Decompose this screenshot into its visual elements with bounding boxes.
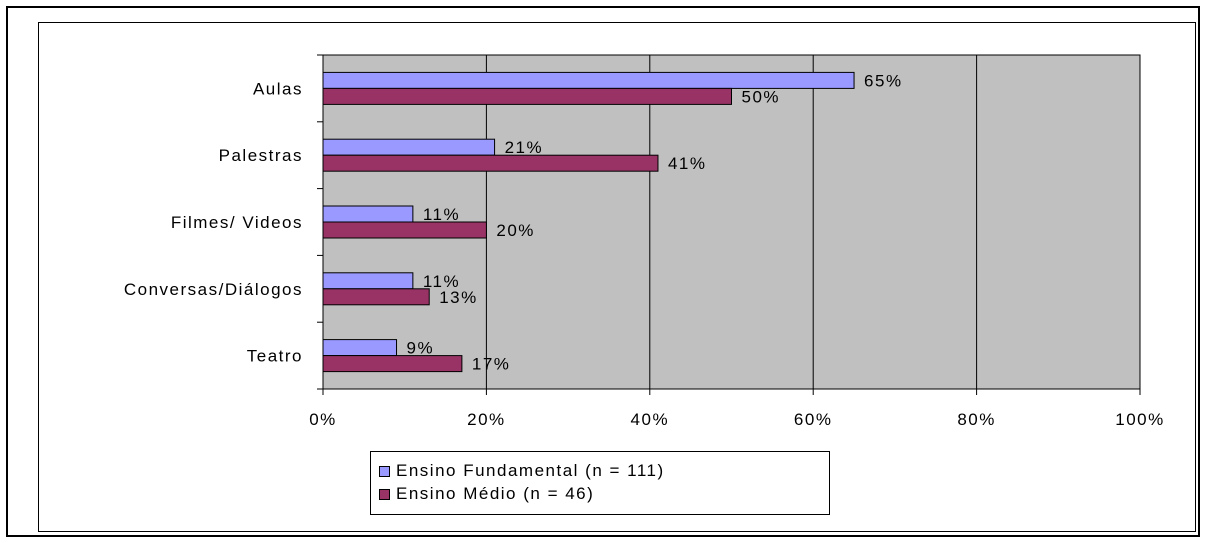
bar-aulas-ensino-medio-n-46: [322, 87, 732, 105]
data-label-teatro-ensino-medio-n-46: 17%: [472, 355, 511, 374]
x-tick-label-20: 20%: [467, 410, 506, 429]
data-label-conversas-dialogos-ensino-fundamental-n-111: 11%: [423, 272, 460, 291]
data-label-aulas-ensino-fundamental-n-111: 65%: [864, 71, 903, 90]
bar-conversas-dialogos-ensino-medio-n-46: [322, 288, 430, 306]
x-tick-label-80: 80%: [957, 410, 996, 429]
bar-filmes-videos-ensino-medio-n-46: [322, 221, 487, 239]
legend-item-ensino-fundamental: Ensino Fundamental (n = 111): [379, 460, 665, 482]
data-label-filmes-videos-ensino-fundamental-n-111: 11%: [423, 205, 460, 224]
data-label-palestras-ensino-medio-n-46: 41%: [668, 154, 707, 173]
category-label-filmes-videos: Filmes/ Videos: [171, 213, 303, 232]
category-label-teatro: Teatro: [247, 347, 303, 366]
bar-teatro-ensino-fundamental-n-111: [322, 339, 398, 357]
legend: Ensino Fundamental (n = 111) Ensino Médi…: [370, 451, 830, 515]
data-label-aulas-ensino-medio-n-46: 50%: [742, 87, 781, 106]
data-label-palestras-ensino-fundamental-n-111: 21%: [505, 138, 544, 157]
bar-palestras-ensino-medio-n-46: [322, 154, 659, 172]
bar-filmes-videos-ensino-fundamental-n-111: [322, 205, 414, 223]
legend-label-ensino-fundamental: Ensino Fundamental (n = 111): [396, 461, 665, 480]
x-tick-label-40: 40%: [631, 410, 670, 429]
category-label-aulas: Aulas: [253, 79, 303, 98]
legend-label-ensino-medio: Ensino Médio (n = 46): [396, 484, 595, 503]
bar-aulas-ensino-fundamental-n-111: [322, 71, 855, 89]
x-tick-label-0: 0%: [309, 410, 337, 429]
category-label-palestras: Palestras: [219, 146, 303, 165]
legend-item-ensino-medio: Ensino Médio (n = 46): [379, 483, 594, 505]
bar-teatro-ensino-medio-n-46: [322, 355, 463, 373]
data-label-filmes-videos-ensino-medio-n-46: 20%: [496, 221, 535, 240]
x-tick-label-60: 60%: [794, 410, 833, 429]
category-label-conversas-dialogos: Conversas/Diálogos: [124, 280, 303, 299]
legend-swatch-ensino-medio: [379, 488, 390, 500]
x-tick-label-100: 100%: [1115, 410, 1164, 429]
bar-conversas-dialogos-ensino-fundamental-n-111: [322, 272, 414, 290]
data-label-teatro-ensino-fundamental-n-111: 9%: [407, 339, 435, 358]
data-label-conversas-dialogos-ensino-medio-n-46: 13%: [439, 288, 478, 307]
legend-swatch-ensino-fundamental: [379, 465, 390, 477]
bar-palestras-ensino-fundamental-n-111: [322, 138, 496, 156]
